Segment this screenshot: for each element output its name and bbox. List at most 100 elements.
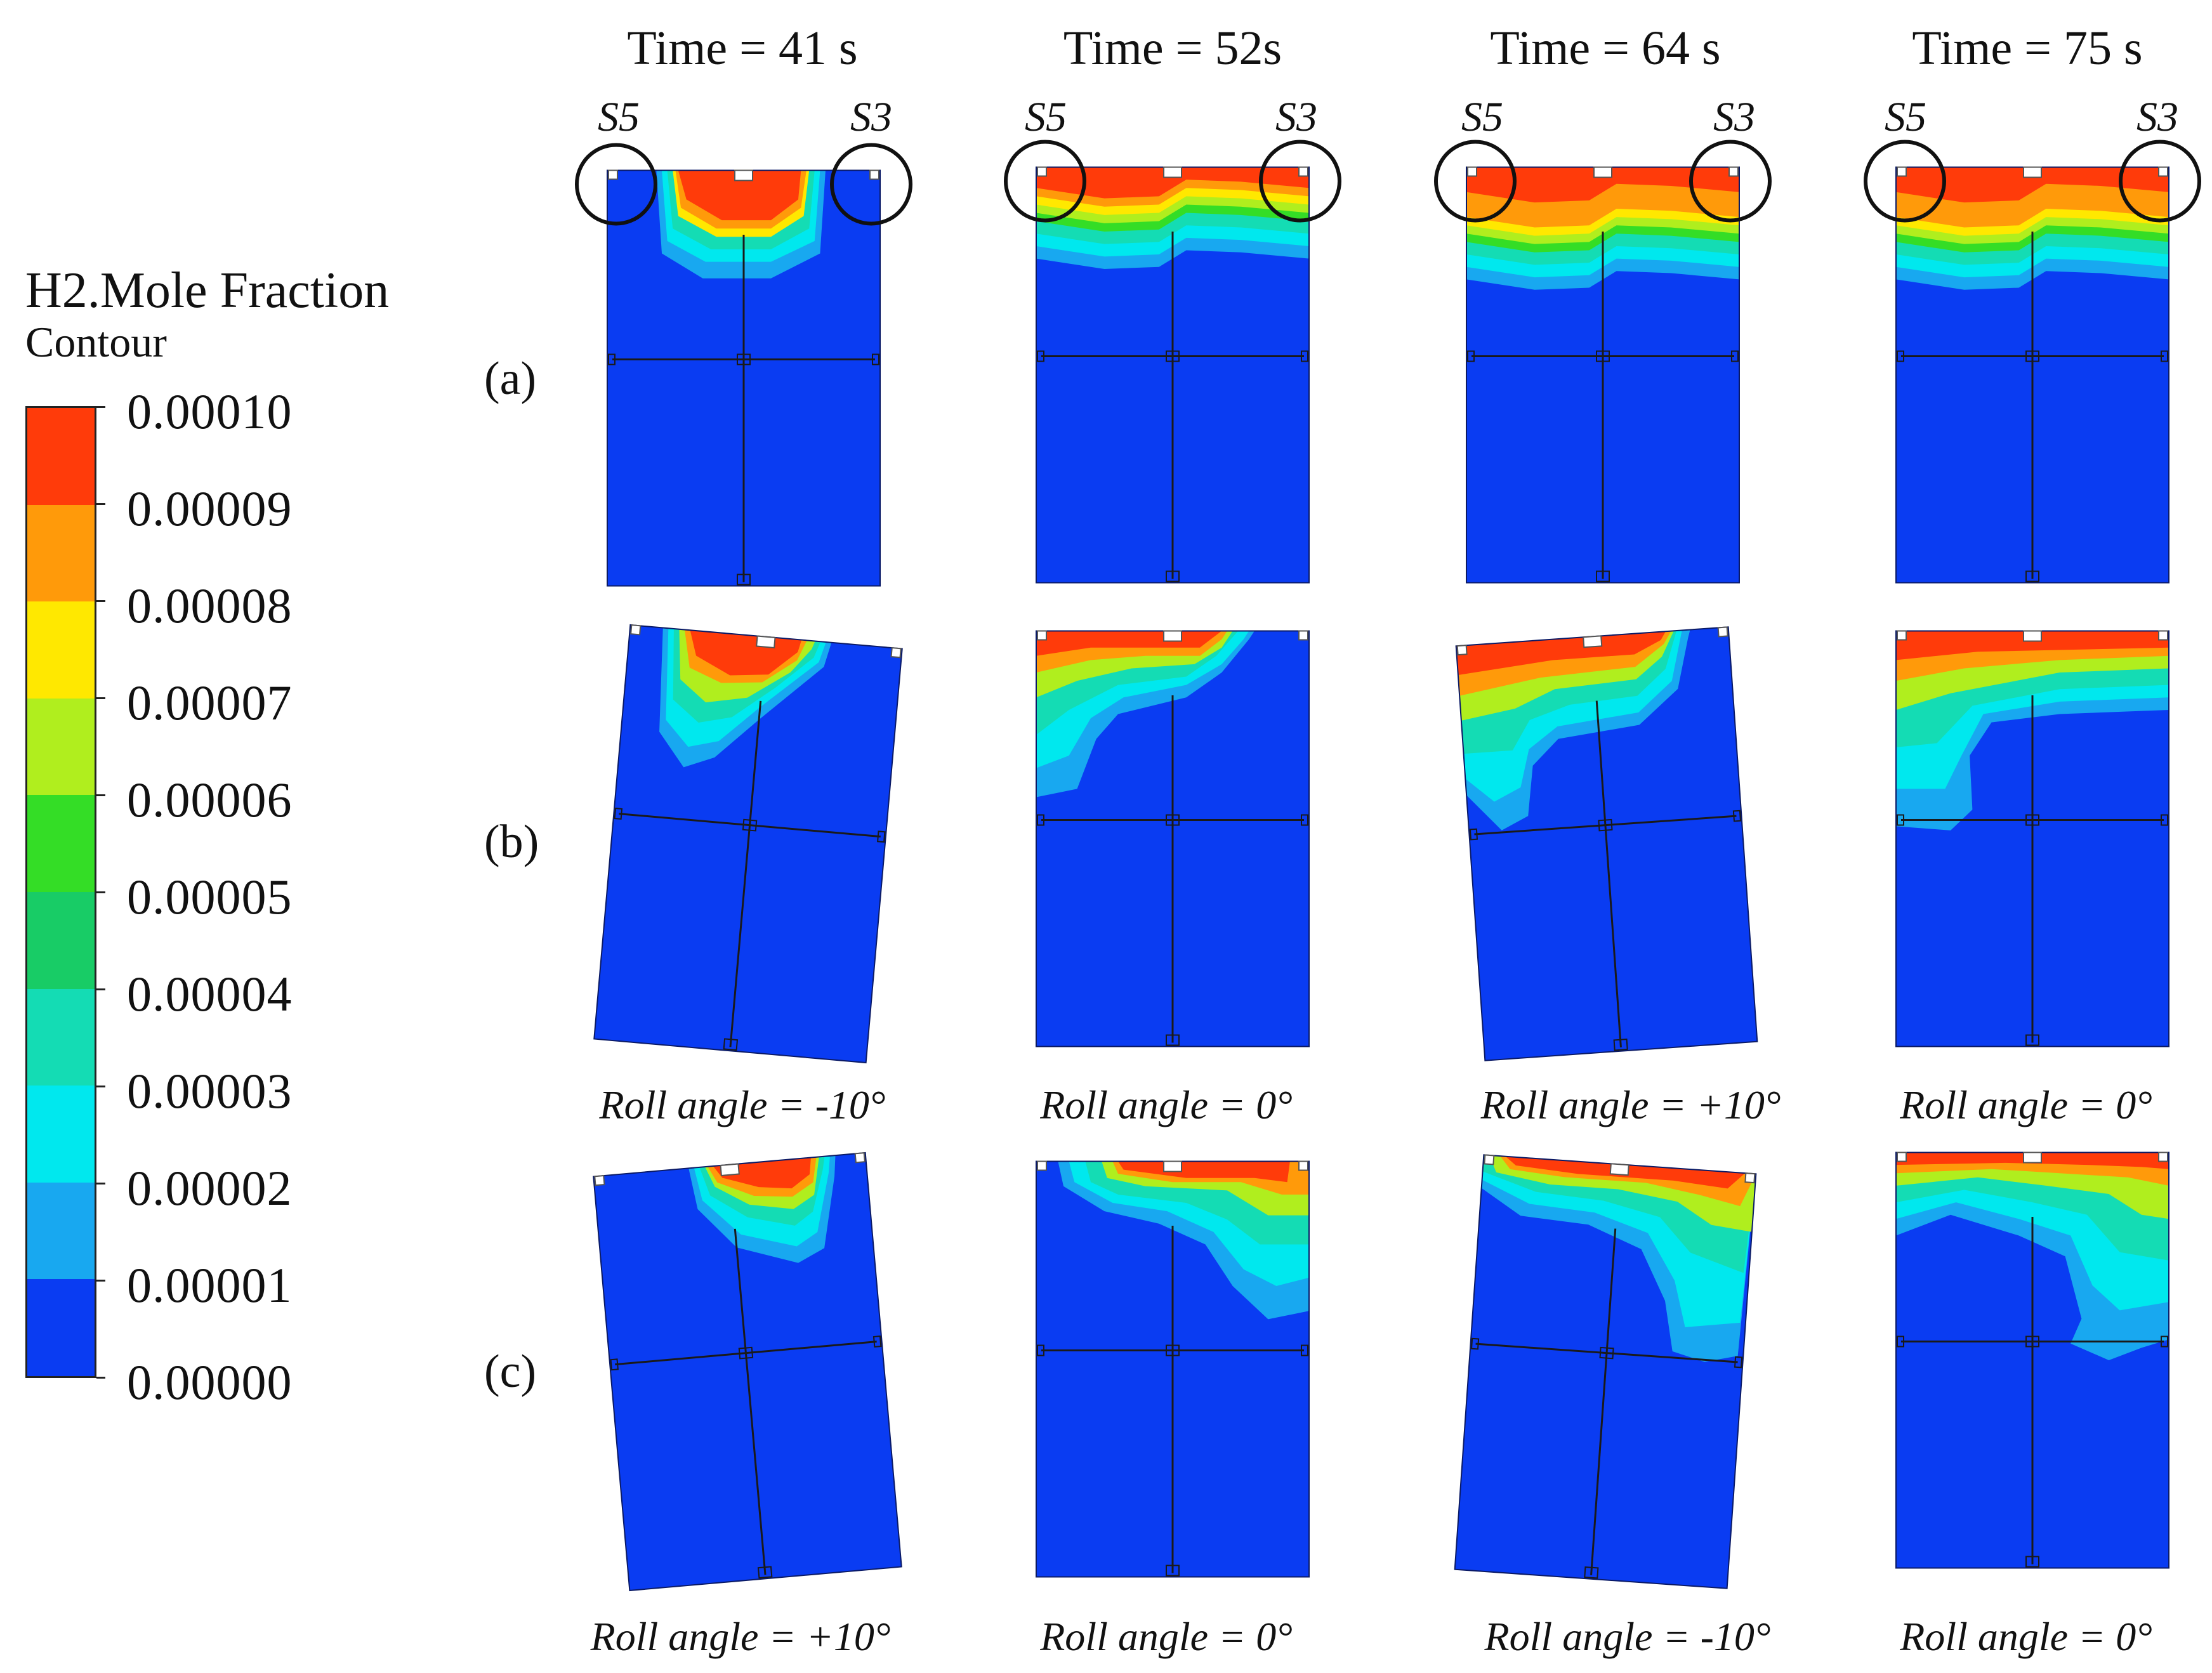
colorbar-band: [27, 1182, 95, 1280]
sensor-top-center: [2023, 166, 2042, 178]
frame-end-left: [1037, 814, 1044, 826]
colorbar-tick-label: 0.00010: [127, 384, 293, 439]
frame-vertical-strut: [729, 700, 762, 1047]
sensor-label-s3: S3: [1275, 94, 1317, 140]
colorbar-tick: [96, 1377, 105, 1379]
legend-subtitle: Contour: [25, 318, 167, 366]
contour-panel: [1895, 630, 2169, 1047]
frame-end-left: [614, 808, 623, 820]
frame-end-bottom: [1166, 1034, 1180, 1046]
sensor-top-left: [608, 169, 618, 180]
frame-end-bottom: [1166, 570, 1180, 582]
contour-band: [1466, 167, 1739, 203]
contour-panel: [593, 624, 903, 1064]
sensor-label-s3: S3: [1713, 94, 1755, 140]
roll-angle-label: Roll angle = -10°: [1484, 1614, 1771, 1659]
frame-vertical-strut: [734, 1228, 767, 1575]
frame-end-bottom: [2025, 570, 2039, 582]
contour-panel: [1895, 166, 2169, 584]
column-time-label: Time = 41 s: [627, 22, 858, 75]
frame-end-right: [1301, 350, 1308, 362]
frame-joint: [1166, 814, 1180, 826]
colorbar-tick-label: 0.00002: [127, 1160, 293, 1216]
sensor-top-center: [2023, 1151, 2042, 1164]
contour-band: [1036, 167, 1309, 199]
sensor-top-right: [2158, 630, 2168, 641]
contour-panel: [1036, 166, 1310, 584]
frame-end-right: [2161, 814, 2168, 826]
sensor-circle-s3: [830, 143, 912, 226]
frame-end-left: [1470, 1337, 1480, 1350]
row-label-a: (a): [484, 353, 537, 405]
colorbar-band: [27, 891, 95, 989]
colorbar-tick: [96, 1086, 105, 1087]
sensor-top-center: [1583, 635, 1603, 648]
sensor-top-left: [1484, 1154, 1495, 1165]
colorbar-band: [27, 504, 95, 602]
colorbar-band: [27, 408, 95, 505]
sensor-top-center: [1163, 630, 1182, 642]
frame-end-left: [1037, 1344, 1044, 1356]
sensor-top-left: [1037, 630, 1047, 641]
frame-vertical-strut: [1595, 700, 1622, 1047]
frame-end-bottom: [757, 1566, 773, 1579]
frame-end-bottom: [2025, 1034, 2039, 1046]
contour-panel: [1895, 1151, 2169, 1569]
frame-joint: [742, 818, 758, 832]
sensor-label-s5: S5: [598, 94, 640, 140]
sensor-top-right: [2158, 1151, 2168, 1162]
frame-joint: [1166, 1344, 1180, 1356]
frame-end-left: [1469, 828, 1478, 841]
frame-end-bottom: [1613, 1038, 1628, 1051]
frame-end-bottom: [723, 1038, 739, 1051]
frame-end-right: [2161, 350, 2168, 362]
contour-panel: [593, 1151, 902, 1592]
roll-angle-label: Roll angle = 0°: [1900, 1082, 2152, 1127]
sensor-top-left: [1897, 1151, 1907, 1162]
sensor-top-left: [1037, 1160, 1047, 1171]
colorbar-tick-label: 0.00003: [127, 1063, 293, 1119]
legend-title: H2.Mole Fraction: [25, 263, 390, 318]
sensor-circle-s5: [1434, 140, 1517, 223]
row-label-b: (b): [484, 816, 539, 868]
contour-panel: [1036, 1160, 1310, 1578]
contour-band: [1896, 167, 2169, 203]
frame-joint: [1599, 1346, 1614, 1360]
sensor-top-right: [890, 647, 902, 659]
frame-joint: [1166, 350, 1180, 362]
contour-band: [1118, 1161, 1290, 1183]
sensor-top-right: [2158, 166, 2168, 177]
frame-joint: [1596, 350, 1610, 362]
colorbar-tick-label: 0.00004: [127, 966, 293, 1021]
frame-end-right: [2161, 1335, 2168, 1348]
sensor-top-center: [2023, 630, 2042, 642]
sensor-top-left: [630, 624, 642, 636]
frame-joint: [737, 353, 751, 365]
frame-end-left: [1897, 350, 1904, 362]
sensor-circle-s3: [1689, 140, 1772, 223]
sensor-top-left: [1897, 630, 1907, 641]
sensor-top-left: [594, 1175, 605, 1186]
colorbar-band: [27, 698, 95, 796]
colorbar-tick-label: 0.00006: [127, 772, 293, 827]
sensor-top-right: [1728, 166, 1739, 177]
colorbar-tick: [96, 1183, 105, 1184]
frame-end-bottom: [1584, 1566, 1599, 1579]
frame-end-left: [1467, 350, 1475, 362]
colorbar-tick-label: 0.00008: [127, 578, 293, 633]
roll-angle-label: Roll angle = +10°: [590, 1614, 891, 1659]
roll-angle-label: Roll angle = 0°: [1040, 1614, 1293, 1659]
column-time-label: Time = 75 s: [1912, 22, 2143, 75]
frame-joint: [2025, 1335, 2039, 1348]
frame-joint: [2025, 814, 2039, 826]
frame-end-left: [608, 353, 616, 365]
colorbar-band: [27, 1086, 95, 1183]
sensor-top-right: [1298, 1160, 1308, 1171]
column-time-label: Time = 52s: [1063, 22, 1282, 75]
frame-end-bottom: [2025, 1556, 2039, 1568]
sensor-top-center: [734, 169, 753, 181]
sensor-top-left: [1467, 166, 1477, 177]
sensor-top-right: [1744, 1172, 1756, 1184]
contour-panel: [1455, 626, 1758, 1061]
